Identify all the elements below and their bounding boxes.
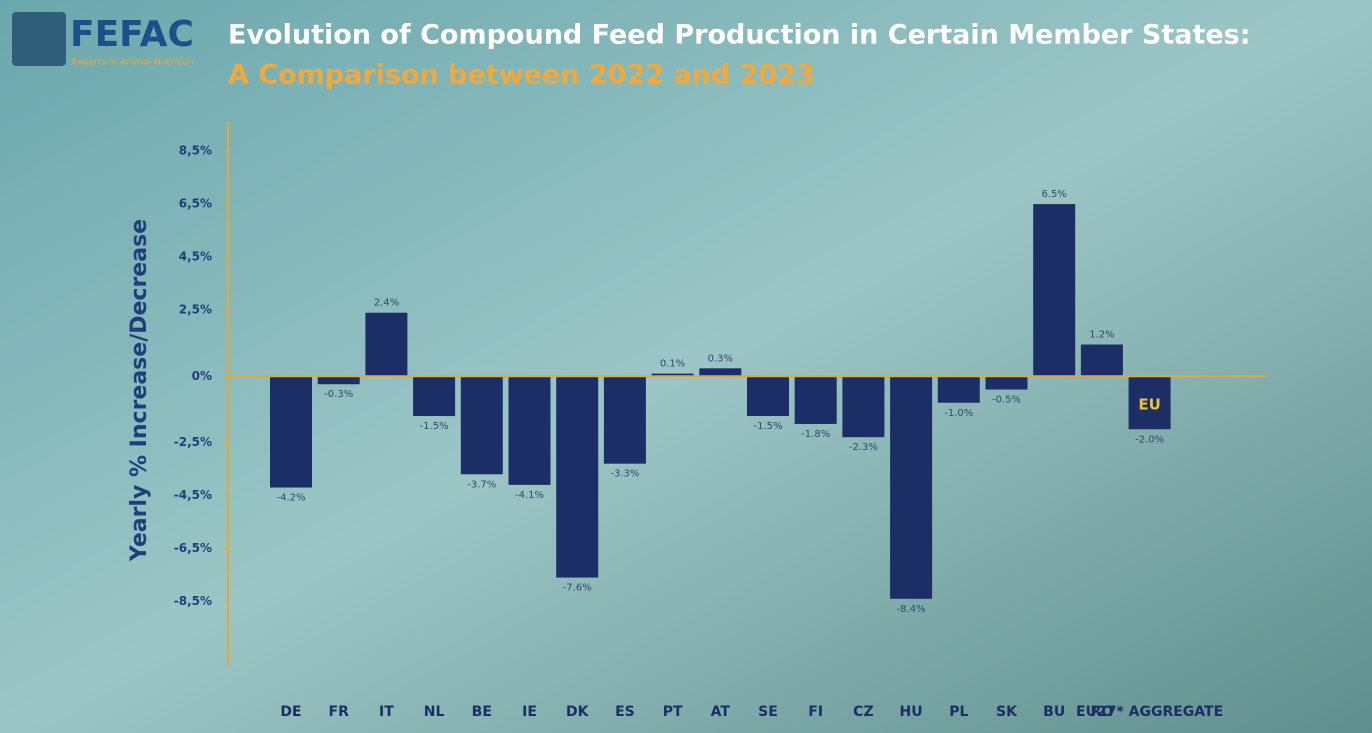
bar bbox=[938, 376, 980, 402]
x-tick-label: EU27* AGGREGATE bbox=[1076, 704, 1223, 720]
bar bbox=[699, 368, 741, 376]
bar bbox=[365, 313, 407, 377]
value-label: 0.3% bbox=[708, 353, 733, 364]
x-tick-label: ES bbox=[615, 704, 635, 720]
y-axis-label: Yearly % Increase/Decrease bbox=[127, 219, 152, 562]
bar bbox=[890, 376, 932, 598]
bar bbox=[556, 376, 598, 577]
value-label: 1.2% bbox=[1089, 329, 1114, 340]
y-tick-label: 6,5% bbox=[179, 197, 212, 211]
y-tick-label: -2,5% bbox=[174, 435, 212, 449]
logo-icon bbox=[12, 12, 66, 66]
y-tick-label: -6,5% bbox=[174, 541, 212, 555]
x-tick-label: NL bbox=[424, 704, 445, 720]
x-tick-label: IE bbox=[522, 704, 537, 720]
chart: FEFAC Experts in Animal Nutrition Evolut… bbox=[0, 0, 1372, 733]
bar bbox=[604, 376, 646, 463]
bar bbox=[413, 376, 455, 416]
x-tick-label: PL bbox=[949, 704, 968, 720]
logo-tagline: Experts in Animal Nutrition bbox=[72, 58, 194, 68]
x-tick-label: SE bbox=[758, 704, 778, 720]
bar bbox=[461, 376, 503, 474]
logo-name: FEFAC bbox=[70, 14, 194, 55]
value-label: -4.1% bbox=[515, 490, 544, 501]
bar bbox=[986, 376, 1028, 389]
value-label: -1.5% bbox=[420, 421, 449, 432]
x-tick-label: SK bbox=[996, 704, 1018, 720]
value-label: -7.6% bbox=[563, 583, 592, 594]
x-tick-label: CZ bbox=[853, 704, 873, 720]
bar bbox=[795, 376, 837, 424]
value-label: -3.3% bbox=[610, 469, 639, 480]
value-label: 6.5% bbox=[1041, 189, 1066, 200]
x-tick-label: PT bbox=[663, 704, 683, 720]
value-label: -2.3% bbox=[849, 442, 878, 453]
bar bbox=[318, 376, 360, 384]
bar bbox=[842, 376, 884, 437]
bar bbox=[1081, 344, 1123, 376]
y-tick-label: -8,5% bbox=[174, 594, 212, 608]
x-tick-label: BE bbox=[472, 704, 492, 720]
value-label: -1.8% bbox=[801, 429, 830, 440]
x-tick-label: FI bbox=[808, 704, 823, 720]
bar bbox=[270, 376, 312, 487]
y-tick-label: 2,5% bbox=[179, 303, 212, 317]
value-label: -4.2% bbox=[276, 493, 305, 504]
value-label: -2.0% bbox=[1135, 434, 1164, 445]
value-label: -0.5% bbox=[992, 395, 1021, 406]
x-tick-label: IT bbox=[379, 704, 394, 720]
y-tick-label: 8,5% bbox=[179, 144, 212, 158]
y-tick-label: 0% bbox=[192, 369, 212, 383]
value-label: -3.7% bbox=[467, 479, 496, 490]
x-tick-label: DK bbox=[566, 704, 590, 720]
bar bbox=[747, 376, 789, 416]
background bbox=[0, 0, 1372, 733]
x-tick-label: AT bbox=[711, 704, 731, 720]
value-label: -0.3% bbox=[324, 389, 353, 400]
x-tick-label: FR bbox=[329, 704, 350, 720]
value-label: 0.1% bbox=[660, 359, 685, 370]
x-tick-label: DE bbox=[280, 704, 301, 720]
x-tick-label: HU bbox=[900, 704, 923, 720]
bar bbox=[509, 376, 551, 485]
bar bbox=[1033, 204, 1075, 376]
value-label: -1.0% bbox=[944, 408, 973, 419]
chart-subtitle: A Comparison between 2022 and 2023 bbox=[228, 60, 815, 91]
y-tick-label: -4,5% bbox=[174, 488, 212, 502]
value-label: -1.5% bbox=[753, 421, 782, 432]
value-label: 2.4% bbox=[374, 298, 399, 309]
y-tick-label: 4,5% bbox=[179, 250, 212, 264]
eu-badge: EU bbox=[1138, 396, 1160, 414]
chart-title: Evolution of Compound Feed Production in… bbox=[228, 20, 1251, 51]
x-tick-label: BU bbox=[1043, 704, 1065, 720]
value-label: -8.4% bbox=[897, 604, 926, 615]
